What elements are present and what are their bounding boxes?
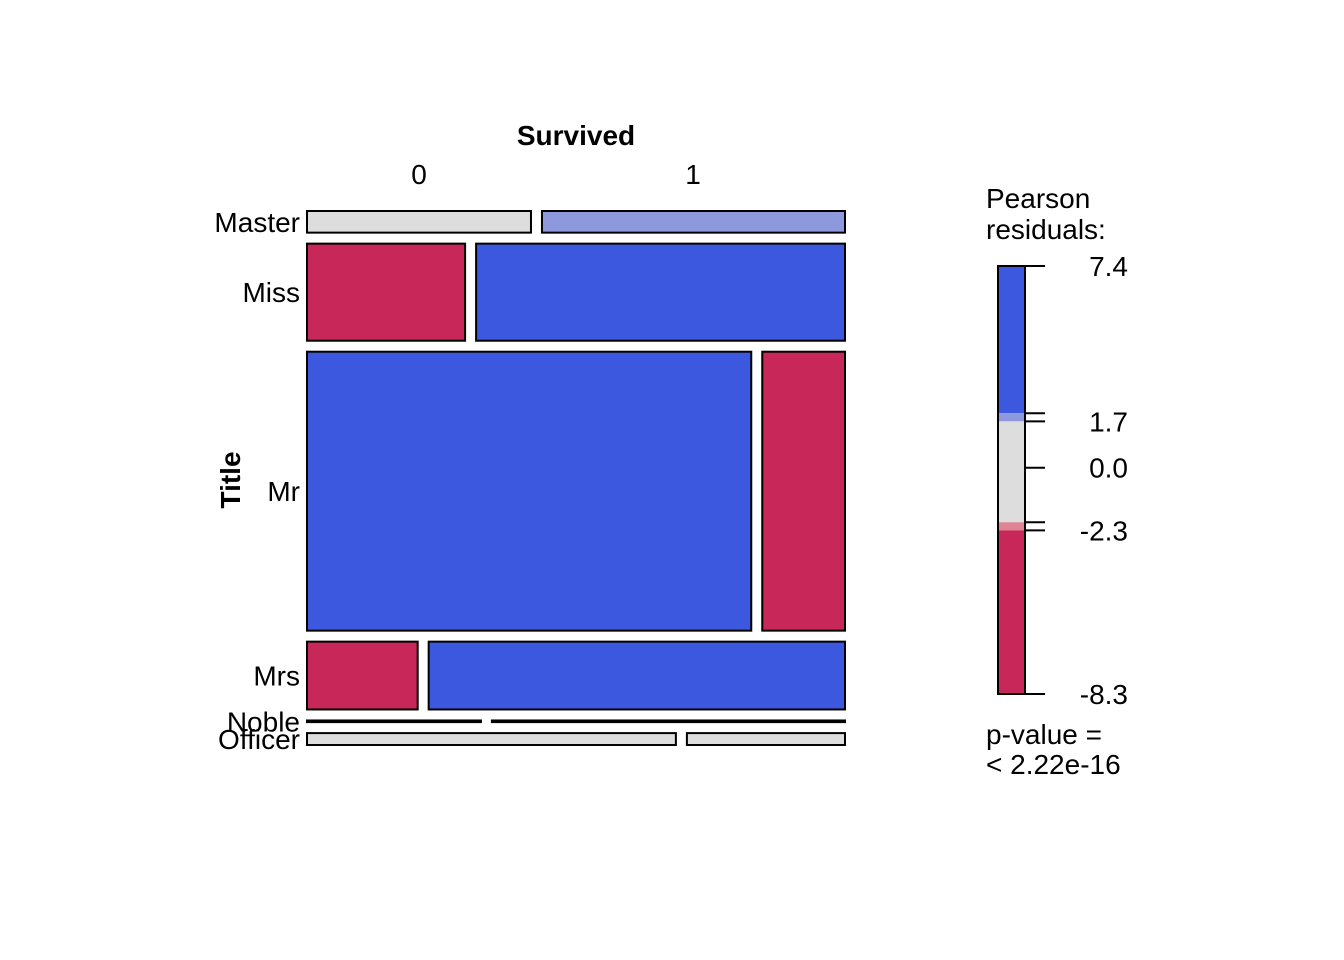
tile-master-survived-1: [540, 210, 846, 234]
residual-legend: Pearson residuals: 7.4 1.7 0.0 -2.3 -8.3 p-v…: [986, 183, 1128, 780]
row-level-label-master: Master: [214, 207, 300, 238]
legend-title-line1: Pearson: [986, 183, 1090, 214]
tile-miss-survived-1: [475, 242, 846, 342]
col-variable-label: Survived: [517, 120, 635, 151]
tile-noble-survived-0: [306, 719, 482, 724]
tile-officer-survived-1: [685, 732, 847, 747]
legend-tick-label: 7.4: [1089, 251, 1128, 282]
legend-tick-label: -2.3: [1080, 515, 1128, 546]
row-level-label-miss: Miss: [242, 277, 300, 308]
row-level-label-mrs: Mrs: [253, 661, 300, 692]
col-level-label-1: 1: [685, 159, 701, 190]
mosaic-tiles: [306, 210, 847, 747]
row-level-label-mr: Mr: [267, 476, 300, 507]
tile-mr-survived-0: [306, 350, 753, 632]
p-value-text: < 2.22e-16: [986, 749, 1121, 780]
col-level-label-0: 0: [411, 159, 427, 190]
p-value-label: p-value =: [986, 719, 1102, 750]
tile-mrs-survived-1: [427, 640, 846, 711]
legend-tick-label: -8.3: [1080, 679, 1128, 710]
tile-mrs-survived-0: [306, 640, 419, 711]
tile-miss-survived-0: [306, 242, 467, 342]
row-level-label-officer: Officer: [218, 724, 300, 755]
legend-band-strong-negative: [998, 530, 1025, 694]
legend-tick-label: 0.0: [1089, 453, 1128, 484]
legend-band-neutral: [998, 421, 1025, 523]
legend-band-weak-positive: [998, 413, 1025, 422]
legend-band-weak-negative: [998, 522, 1025, 531]
row-level-label-noble: Noble: [227, 706, 300, 737]
tile-master-survived-0: [306, 210, 532, 234]
legend-bar-frame: [997, 265, 1026, 695]
legend-band-strong-positive: [998, 266, 1025, 414]
legend-tick-label: 1.7: [1089, 406, 1128, 437]
tile-noble-survived-1: [490, 719, 846, 724]
legend-title-line2: residuals:: [986, 214, 1106, 245]
tile-officer-survived-0: [306, 732, 677, 747]
tile-mr-survived-1: [761, 350, 846, 632]
legend-axis: 7.4 1.7 0.0 -2.3 -8.3: [1025, 251, 1128, 710]
row-variable-label: Title: [215, 451, 246, 508]
legend-color-bar: [997, 265, 1026, 695]
